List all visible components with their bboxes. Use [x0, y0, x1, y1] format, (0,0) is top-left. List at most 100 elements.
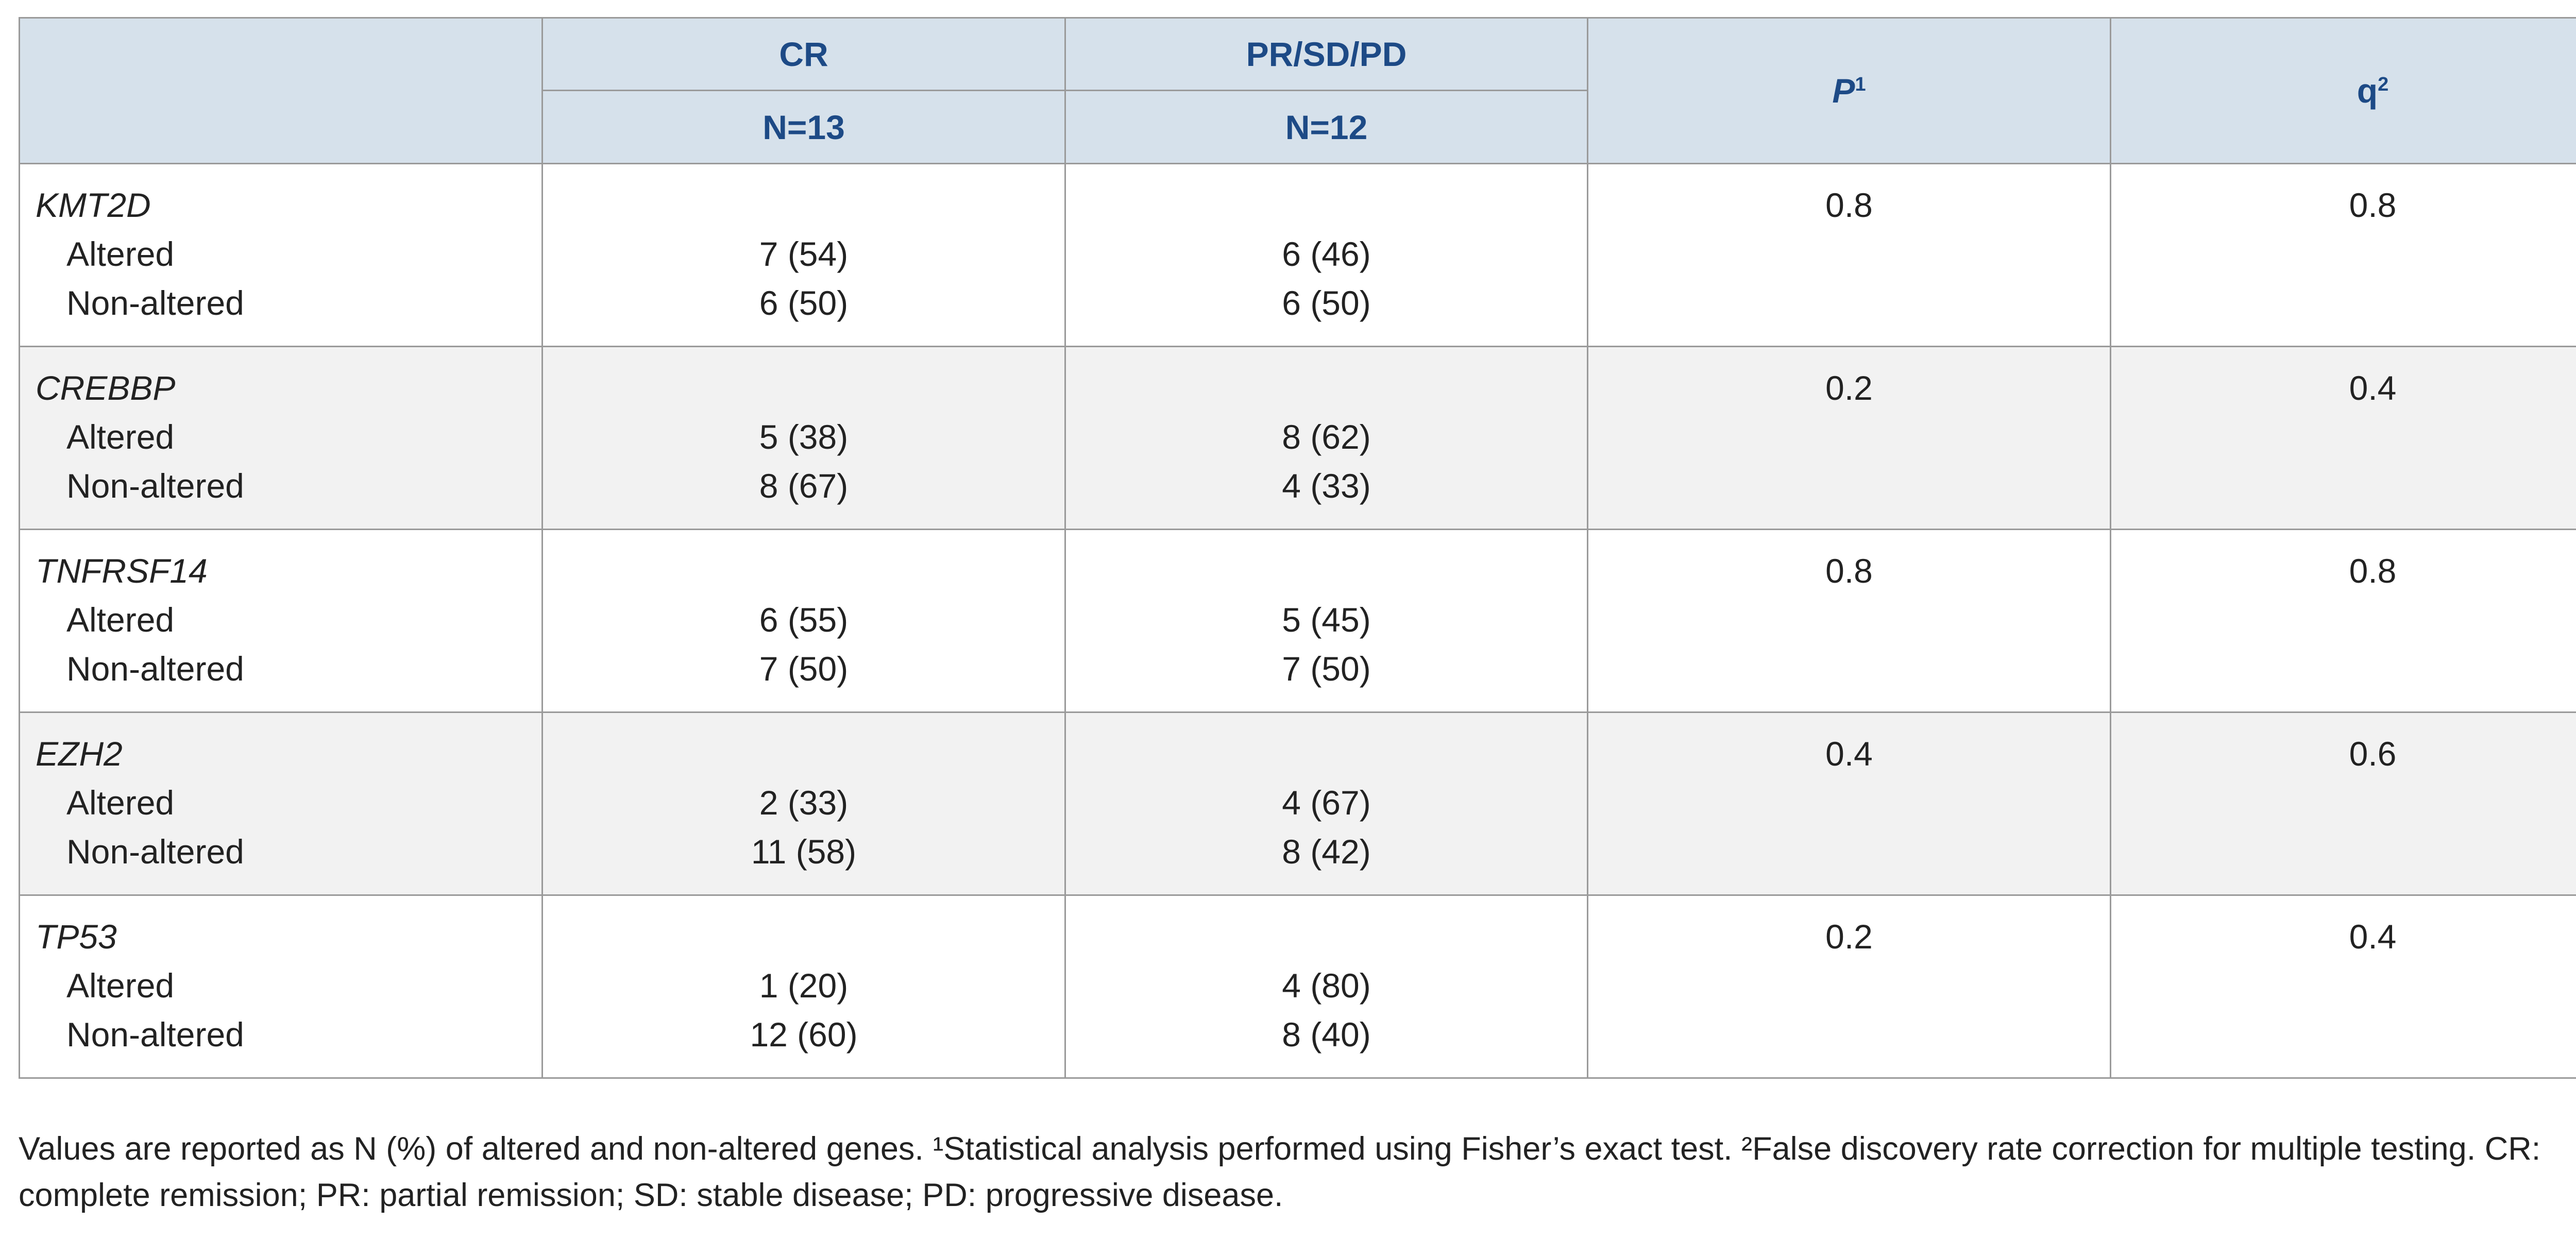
count-value: 8 (67)	[759, 467, 849, 505]
gene-row: TP53 Altered Non-altered 1 (20) 12 (60) 4 (80…	[19, 894, 2576, 1079]
count-value: 6 (50)	[1282, 284, 1371, 322]
count-value: 6 (46)	[1282, 235, 1371, 273]
header-cell: PR/SD/PD	[1064, 17, 1588, 91]
status-label: Altered	[66, 784, 175, 822]
spacer	[1066, 364, 1587, 413]
gene-name: CREBBP	[36, 369, 176, 407]
count-cell: 6 (55) 7 (50)	[541, 529, 1066, 713]
q-cell: 0.4	[2110, 346, 2576, 530]
count-value: 12 (60)	[750, 1015, 858, 1054]
header-corner	[19, 17, 543, 164]
count-cell: 4 (67) 8 (42)	[1064, 711, 1588, 896]
gene-row: EZH2 Altered Non-altered 2 (33) 11 (58) 4 (67…	[19, 711, 2576, 896]
spacer	[1066, 181, 1587, 230]
spacer	[543, 364, 1064, 413]
status-label: Non-altered	[66, 467, 244, 505]
header-cell: P1	[1587, 17, 2111, 164]
header-cell: CR	[541, 17, 1066, 91]
count-cell: 7 (54) 6 (50)	[541, 163, 1066, 347]
header-cell: q2	[2110, 17, 2576, 164]
gene-cell: CREBBP Altered Non-altered	[19, 346, 543, 530]
gene-row: TNFRSF14 Altered Non-altered 6 (55) 7 (50) 5 …	[19, 529, 2576, 713]
p-cell: 0.8	[1587, 529, 2111, 713]
count-value: 7 (50)	[1282, 650, 1371, 688]
count-value: 8 (42)	[1282, 833, 1371, 871]
count-value: 8 (62)	[1282, 418, 1371, 456]
gene-name: KMT2D	[36, 186, 151, 224]
footnote: Values are reported as N (%) of altered …	[19, 1131, 2541, 1213]
count-value: 7 (54)	[759, 235, 849, 273]
header-text: q	[2357, 72, 2378, 110]
spacer	[543, 912, 1064, 961]
count-cell: 8 (62) 4 (33)	[1064, 346, 1588, 530]
status-label: Non-altered	[66, 284, 244, 322]
status-label: Altered	[66, 601, 175, 639]
gene-row: KMT2D Altered Non-altered 7 (54) 6 (50) 6 (46…	[19, 163, 2576, 347]
header-cell: N=13	[541, 90, 1066, 164]
count-value: 2 (33)	[759, 784, 849, 822]
count-cell: 4 (80) 8 (40)	[1064, 894, 1588, 1079]
p-cell: 0.4	[1587, 711, 2111, 896]
p-cell: 0.2	[1587, 346, 2111, 530]
status-label: Altered	[66, 418, 175, 456]
q-value: 0.8	[2349, 552, 2397, 590]
q-cell: 0.8	[2110, 163, 2576, 347]
p-value: 0.4	[1825, 735, 1873, 773]
q-value: 0.4	[2349, 369, 2397, 407]
count-value: 5 (38)	[759, 418, 849, 456]
gene-name: TP53	[36, 918, 117, 956]
spacer	[1066, 729, 1587, 778]
gene-name: TNFRSF14	[36, 552, 208, 590]
count-value: 11 (58)	[751, 833, 857, 871]
p-value: 0.8	[1825, 186, 1873, 224]
gene-cell: TP53 Altered Non-altered	[19, 894, 543, 1079]
status-label: Non-altered	[66, 1015, 244, 1054]
count-value: 8 (40)	[1282, 1015, 1371, 1054]
q-cell: 0.6	[2110, 711, 2576, 896]
table-body: KMT2D Altered Non-altered 7 (54) 6 (50) 6 (46…	[19, 163, 2576, 1079]
results-table: CR PR/SD/PD P1 q2 N=13 N=12 KMT2D Altered…	[19, 17, 2576, 1079]
status-label: Non-altered	[66, 833, 244, 871]
gene-cell: TNFRSF14 Altered Non-altered	[19, 529, 543, 713]
header-cell: N=12	[1064, 90, 1588, 164]
status-label: Altered	[66, 235, 175, 273]
count-cell: 1 (20) 12 (60)	[541, 894, 1066, 1079]
p-value: 0.8	[1825, 552, 1873, 590]
p-cell: 0.8	[1587, 163, 2111, 347]
q-value: 0.6	[2349, 735, 2397, 773]
count-cell: 6 (46) 6 (50)	[1064, 163, 1588, 347]
count-value: 7 (50)	[759, 650, 849, 688]
count-cell: 5 (38) 8 (67)	[541, 346, 1066, 530]
header-sup: 1	[1855, 74, 1866, 95]
spacer	[543, 729, 1064, 778]
spacer	[543, 547, 1064, 596]
q-value: 0.4	[2349, 918, 2397, 956]
gene-cell: KMT2D Altered Non-altered	[19, 163, 543, 347]
count-cell: 5 (45) 7 (50)	[1064, 529, 1588, 713]
spacer	[543, 181, 1064, 230]
count-value: 5 (45)	[1282, 601, 1371, 639]
q-cell: 0.4	[2110, 894, 2576, 1079]
count-value: 6 (55)	[759, 601, 849, 639]
gene-name: EZH2	[36, 735, 123, 773]
status-label: Altered	[66, 966, 175, 1005]
gene-cell: EZH2 Altered Non-altered	[19, 711, 543, 896]
p-value: 0.2	[1825, 918, 1873, 956]
spacer	[1066, 912, 1587, 961]
count-value: 4 (80)	[1282, 966, 1371, 1005]
gene-row: CREBBP Altered Non-altered 5 (38) 8 (67) 8 (6…	[19, 346, 2576, 530]
spacer	[1066, 547, 1587, 596]
count-value: 1 (20)	[759, 966, 849, 1005]
header-text: P	[1832, 72, 1855, 110]
header-sup: 2	[2378, 74, 2389, 95]
p-value: 0.2	[1825, 369, 1873, 407]
q-value: 0.8	[2349, 186, 2397, 224]
status-label: Non-altered	[66, 650, 244, 688]
count-value: 6 (50)	[759, 284, 849, 322]
count-value: 4 (67)	[1282, 784, 1371, 822]
p-cell: 0.2	[1587, 894, 2111, 1079]
count-cell: 2 (33) 11 (58)	[541, 711, 1066, 896]
count-value: 4 (33)	[1282, 467, 1371, 505]
q-cell: 0.8	[2110, 529, 2576, 713]
